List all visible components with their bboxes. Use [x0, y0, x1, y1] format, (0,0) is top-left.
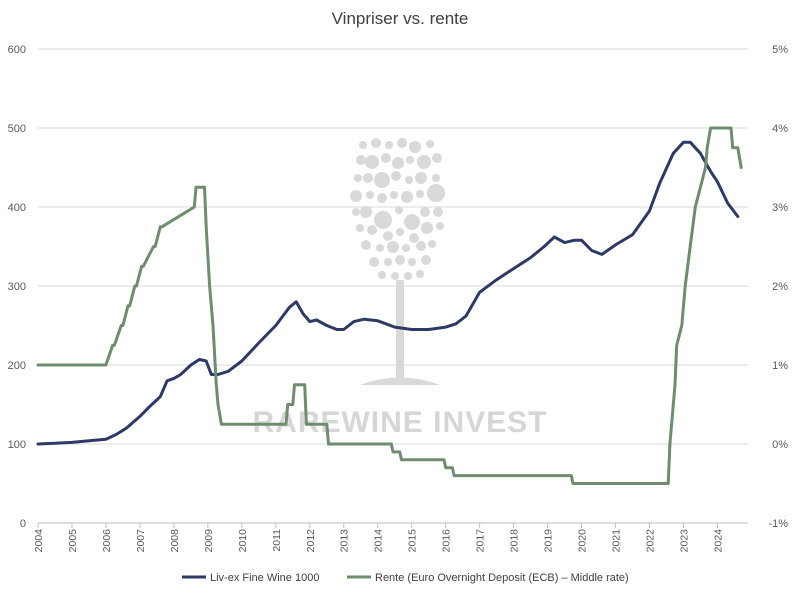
x-tick-label: 2010 [237, 529, 249, 553]
wine-glass-icon [350, 138, 445, 385]
series-lines [36, 126, 743, 485]
y-axis-right: -1% 0% 1% 2% 3% 4% 5% [768, 44, 788, 530]
x-tick-label: 2020 [577, 529, 589, 553]
y-right-tick-label: 2% [772, 281, 788, 293]
x-tick-label: 2014 [373, 529, 385, 553]
x-tick-label: 2012 [305, 529, 317, 553]
y-left-tick-label: 0 [20, 518, 26, 530]
y-right-tick-label: 3% [772, 202, 788, 214]
y-right-tick-label: -1% [768, 518, 788, 530]
x-tick-label: 2015 [407, 529, 419, 553]
y-left-tick-label: 100 [8, 439, 26, 451]
x-tick-label: 2019 [543, 529, 555, 553]
y-axis-left: 0 100 200 300 400 500 600 [8, 44, 26, 530]
x-tick-label: 2006 [101, 529, 113, 553]
x-tick-label: 2016 [441, 529, 453, 553]
series-line-2 [36, 126, 743, 485]
chart-title: Vinpriser vs. rente [332, 9, 469, 28]
y-right-tick-label: 5% [772, 44, 788, 56]
y-left-tick-label: 400 [8, 202, 26, 214]
x-tick-label: 2013 [339, 529, 351, 553]
x-axis: 2004 2005 2006 2007 2008 2009 2010 2011 2012 2013… [33, 522, 748, 553]
x-tick-label: 2008 [169, 529, 181, 553]
x-tick-label: 2017 [475, 529, 487, 553]
y-left-tick-label: 600 [8, 44, 26, 56]
y-left-tick-label: 200 [8, 360, 26, 372]
x-tick-label: 2023 [678, 529, 690, 553]
x-tick-label: 2011 [271, 529, 283, 552]
y-left-tick-label: 300 [8, 281, 26, 293]
legend: Liv-ex Fine Wine 1000 Rente (Euro Overnig… [182, 572, 629, 584]
x-tick-label: 2022 [644, 529, 656, 553]
x-tick-label: 2018 [509, 529, 521, 553]
series-line-1 [36, 140, 740, 446]
watermark-logo: RAREWINE INVEST [252, 138, 547, 439]
x-tick-label: 2007 [135, 529, 147, 553]
y-right-tick-label: 4% [772, 123, 788, 135]
y-right-tick-label: 0% [772, 439, 788, 451]
x-tick-label: 2009 [203, 529, 215, 553]
x-tick-label: 2021 [611, 529, 623, 553]
watermark-text: RAREWINE INVEST [252, 406, 547, 439]
legend-label: Liv-ex Fine Wine 1000 [210, 572, 319, 584]
legend-label: Rente (Euro Overnight Deposit (ECB) – Mi… [375, 572, 629, 584]
y-left-tick-label: 500 [8, 123, 26, 135]
x-tick-label: 2005 [67, 529, 79, 553]
x-tick-label: 2004 [33, 529, 45, 553]
y-right-tick-label: 1% [772, 360, 788, 372]
x-tick-label: 2024 [712, 529, 724, 553]
